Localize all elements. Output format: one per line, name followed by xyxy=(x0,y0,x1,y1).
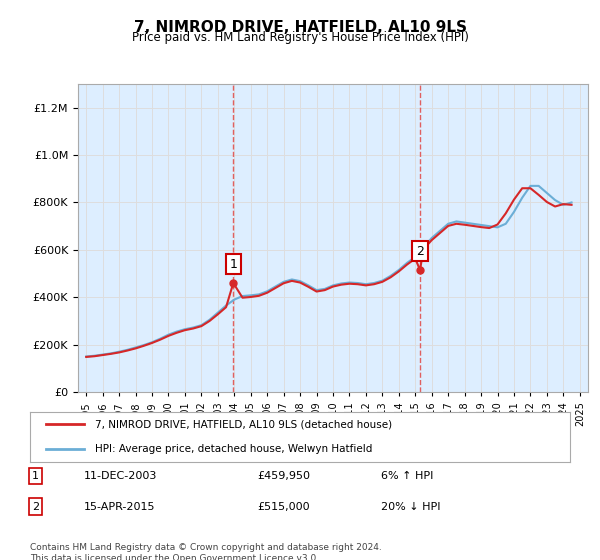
Text: Price paid vs. HM Land Registry's House Price Index (HPI): Price paid vs. HM Land Registry's House … xyxy=(131,31,469,44)
Text: 1: 1 xyxy=(32,471,39,481)
Text: 2: 2 xyxy=(32,502,39,512)
Text: 7, NIMROD DRIVE, HATFIELD, AL10 9LS: 7, NIMROD DRIVE, HATFIELD, AL10 9LS xyxy=(133,20,467,35)
Text: Contains HM Land Registry data © Crown copyright and database right 2024.
This d: Contains HM Land Registry data © Crown c… xyxy=(30,543,382,560)
Text: 2: 2 xyxy=(416,245,424,258)
Text: 20% ↓ HPI: 20% ↓ HPI xyxy=(381,502,440,512)
Text: 11-DEC-2003: 11-DEC-2003 xyxy=(84,471,157,481)
Text: 7, NIMROD DRIVE, HATFIELD, AL10 9LS (detached house): 7, NIMROD DRIVE, HATFIELD, AL10 9LS (det… xyxy=(95,419,392,429)
Text: 15-APR-2015: 15-APR-2015 xyxy=(84,502,155,512)
Text: £515,000: £515,000 xyxy=(257,502,310,512)
Text: HPI: Average price, detached house, Welwyn Hatfield: HPI: Average price, detached house, Welw… xyxy=(95,445,372,454)
Text: 1: 1 xyxy=(229,258,237,270)
Text: £459,950: £459,950 xyxy=(257,471,310,481)
Text: 6% ↑ HPI: 6% ↑ HPI xyxy=(381,471,433,481)
